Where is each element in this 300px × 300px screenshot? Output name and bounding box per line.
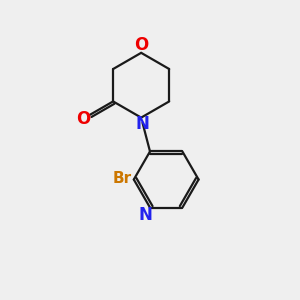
Text: O: O	[134, 37, 148, 55]
Text: O: O	[76, 110, 90, 128]
Text: N: N	[139, 206, 153, 224]
Text: N: N	[136, 115, 150, 133]
Text: Br: Br	[113, 170, 132, 185]
